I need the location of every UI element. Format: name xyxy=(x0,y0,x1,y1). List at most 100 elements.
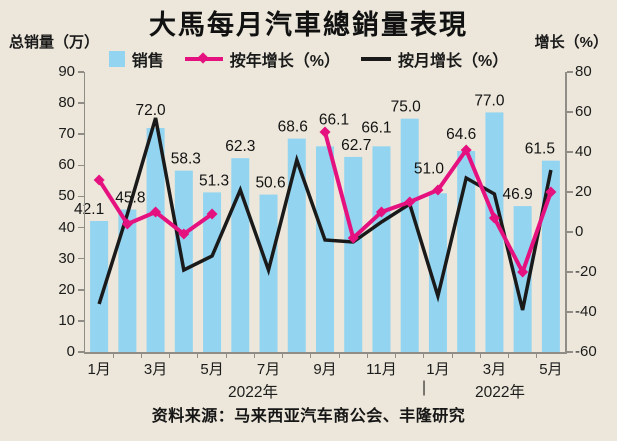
sales-bar xyxy=(372,146,391,352)
bar-value-label: 61.5 xyxy=(525,141,555,158)
x-axis-month-label: 3月 xyxy=(143,361,168,378)
bar-value-label: 46.9 xyxy=(503,186,533,203)
legend-item-mom: 按月增长（%） xyxy=(361,47,508,71)
x-axis-tick xyxy=(310,353,312,358)
legend-item-yoy: 按年增长（%） xyxy=(184,47,340,71)
x-axis-line xyxy=(83,352,567,354)
left-axis-tick xyxy=(77,102,84,104)
right-axis-tick-label: -60 xyxy=(575,343,597,360)
x-axis-tick xyxy=(140,353,142,358)
left-axis-tick xyxy=(77,133,84,135)
x-axis-tick xyxy=(282,353,284,358)
yoy-diamond-marker xyxy=(121,218,133,230)
bar-value-label: 66.1 xyxy=(361,119,391,136)
year-label-right: 2022年 xyxy=(475,384,525,401)
right-axis-tick xyxy=(566,231,573,233)
left-axis-tick-label: 90 xyxy=(58,63,75,80)
left-axis-tick-label: 10 xyxy=(58,311,75,329)
x-axis-tick xyxy=(451,353,453,358)
sales-bar xyxy=(485,112,504,352)
yoy-diamond-marker xyxy=(404,196,416,208)
sales-bar xyxy=(146,128,165,352)
chart-title: 大馬每月汽車總銷量表現 xyxy=(149,10,468,40)
x-axis-month-label: 1月 xyxy=(426,361,450,378)
legend-yoy-label: 按年增长（%） xyxy=(229,53,340,70)
sales-bar xyxy=(513,206,532,352)
yoy-diamond-marker xyxy=(545,186,557,198)
sales-bar xyxy=(400,118,419,352)
bar-value-label: 77.0 xyxy=(474,92,505,109)
x-axis-tick xyxy=(225,353,227,358)
yoy-diamond-marker xyxy=(93,174,105,186)
right-axis-tick xyxy=(566,151,573,153)
right-axis-tick-label: -40 xyxy=(575,303,597,320)
x-axis-tick xyxy=(536,353,538,358)
sales-bar xyxy=(203,192,222,352)
right-axis-tick xyxy=(566,191,573,193)
right-axis-tick-label: 0 xyxy=(575,223,584,240)
yoy-diamond-marker xyxy=(178,228,190,240)
left-axis-tick-label: 60 xyxy=(58,156,75,174)
yoy-diamond-marker xyxy=(347,232,359,244)
y-axis-right-line xyxy=(565,72,567,353)
mom-line xyxy=(97,117,553,311)
year-label-left: 2022年 xyxy=(228,384,278,401)
diamond-marker-icon xyxy=(197,51,209,64)
yoy-diamond-marker xyxy=(488,212,500,224)
left-axis-tick xyxy=(77,257,84,260)
sales-bar xyxy=(90,221,109,352)
x-axis-tick xyxy=(197,353,199,358)
yoy-diamond-marker xyxy=(319,126,331,138)
year-divider: | xyxy=(421,379,427,396)
right-axis-title: 增长（%） xyxy=(534,34,608,51)
yoy-line-swatch-icon xyxy=(184,51,223,64)
x-axis-tick xyxy=(395,353,397,358)
sales-bar xyxy=(287,138,306,352)
x-axis-tick xyxy=(169,353,171,358)
bar-value-label: 58.3 xyxy=(171,151,201,168)
x-axis-tick xyxy=(508,353,510,358)
right-axis-tick-label: 20 xyxy=(575,183,592,200)
left-axis-tick-label: 0 xyxy=(66,343,75,360)
mom-line-swatch-icon xyxy=(361,57,391,61)
legend-mom-label: 按月增长（%） xyxy=(398,53,509,70)
yoy-diamond-marker xyxy=(460,144,472,156)
left-axis-tick xyxy=(77,195,84,198)
left-axis-tick-label: 50 xyxy=(58,187,75,205)
x-axis-tick xyxy=(423,353,425,358)
x-axis-tick xyxy=(479,353,481,358)
left-axis-tick xyxy=(77,226,84,229)
bar-value-label: 42.1 xyxy=(74,201,104,218)
left-axis-tick xyxy=(77,320,84,322)
chart-canvas: 42.145.872.058.351.362.350.668.6 66.162.7… xyxy=(74,92,560,352)
source-note: 资料来源：马来西亚汽车商公会、丰隆研究 xyxy=(151,408,466,425)
bar-value-label: 64.6 xyxy=(446,126,476,143)
left-axis-tick-label: 40 xyxy=(58,218,75,236)
left-axis-title: 总销量（万） xyxy=(9,34,100,51)
legend: 销售 按年增长（%） 按月增长（%） xyxy=(0,47,617,71)
left-axis-tick-label: 80 xyxy=(58,94,75,112)
x-axis-tick xyxy=(112,353,114,358)
right-axis-tick-label: 40 xyxy=(575,143,592,160)
yoy-diamond-marker xyxy=(375,206,387,218)
x-axis-month-label: 3月 xyxy=(482,361,507,378)
bar-value-label: 51.0 xyxy=(414,160,445,177)
x-axis-month-label: 7月 xyxy=(256,361,281,378)
sales-bar xyxy=(344,156,363,352)
left-axis-tick-label: 20 xyxy=(58,280,75,298)
sales-swatch-icon xyxy=(108,51,125,67)
sales-bar xyxy=(316,146,334,352)
sales-bar xyxy=(118,209,137,352)
bar-value-label: 72.0 xyxy=(136,102,167,119)
bar-value-label: 68.6 xyxy=(278,119,308,136)
right-axis-tick xyxy=(566,71,573,73)
yoy-diamond-marker xyxy=(206,208,218,220)
left-axis-tick xyxy=(77,164,84,167)
right-axis-tick-label: -20 xyxy=(575,263,597,280)
left-axis-tick xyxy=(77,289,84,291)
right-axis-tick-label: 80 xyxy=(575,63,592,80)
bar-value-label: 62.7 xyxy=(341,137,371,154)
x-axis-month-label: 9月 xyxy=(313,361,337,378)
x-axis-tick xyxy=(366,353,368,358)
